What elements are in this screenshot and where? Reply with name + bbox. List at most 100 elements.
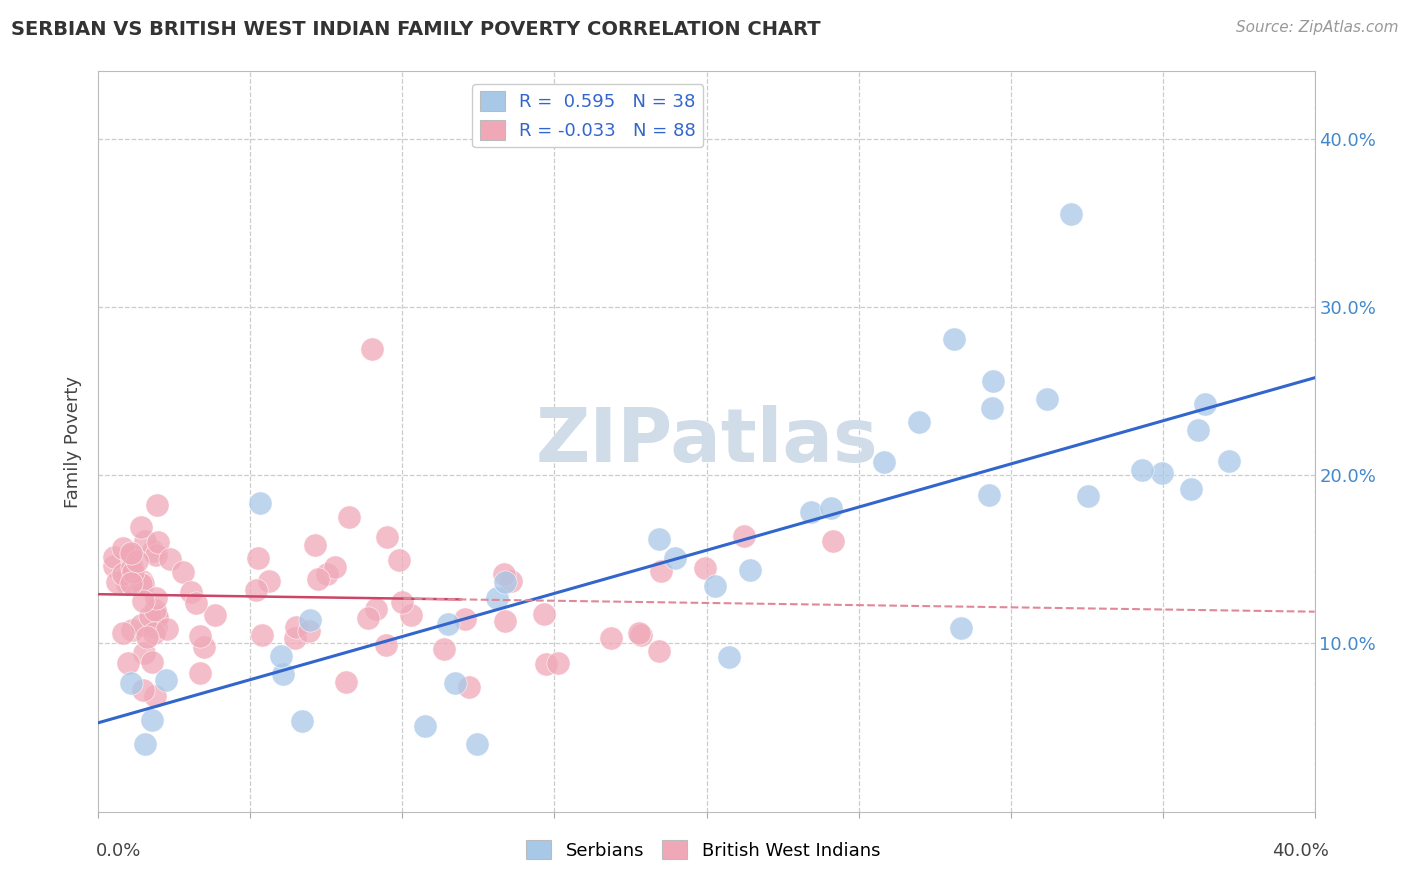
Point <box>316 566 339 581</box>
Point <box>132 683 155 698</box>
Point <box>950 621 973 635</box>
Point <box>120 676 142 690</box>
Point <box>283 631 305 645</box>
Point <box>1130 462 1153 476</box>
Point <box>399 607 422 622</box>
Point <box>1060 207 1083 221</box>
Point <box>547 657 569 671</box>
Point <box>121 566 143 580</box>
Point <box>145 611 167 625</box>
Legend: R =  0.595   N = 38, R = -0.033   N = 88: R = 0.595 N = 38, R = -0.033 N = 88 <box>472 84 703 147</box>
Point <box>364 601 387 615</box>
Point <box>1036 392 1059 407</box>
Point <box>105 575 128 590</box>
Point <box>204 607 226 622</box>
Point <box>298 624 321 638</box>
Point <box>257 574 280 588</box>
Text: Source: ZipAtlas.com: Source: ZipAtlas.com <box>1236 20 1399 35</box>
Point <box>245 583 267 598</box>
Text: SERBIAN VS BRITISH WEST INDIAN FAMILY POVERTY CORRELATION CHART: SERBIAN VS BRITISH WEST INDIAN FAMILY PO… <box>11 20 821 38</box>
Text: 0.0%: 0.0% <box>96 842 141 860</box>
Point <box>131 574 153 588</box>
Point <box>499 574 522 588</box>
Point <box>650 564 672 578</box>
Point <box>132 577 155 591</box>
Point <box>648 532 671 546</box>
Point <box>977 488 1000 502</box>
Point <box>981 401 1004 415</box>
Point <box>135 630 157 644</box>
Point <box>285 620 308 634</box>
Point <box>1194 397 1216 411</box>
Point <box>942 332 965 346</box>
Point <box>155 673 177 687</box>
Point <box>129 618 152 632</box>
Point <box>271 666 294 681</box>
Point <box>627 626 650 640</box>
Point <box>494 574 516 589</box>
Point <box>433 641 456 656</box>
Point <box>443 675 465 690</box>
Point <box>375 638 398 652</box>
Point <box>103 549 125 564</box>
Point <box>134 738 156 752</box>
Point <box>388 552 411 566</box>
Point <box>134 533 156 548</box>
Point <box>981 374 1004 388</box>
Point <box>180 585 202 599</box>
Point <box>246 551 269 566</box>
Point <box>467 738 489 752</box>
Point <box>270 649 292 664</box>
Point <box>120 576 142 591</box>
Point <box>533 607 555 621</box>
Point <box>693 561 716 575</box>
Point <box>117 656 139 670</box>
Point <box>145 548 167 562</box>
Point <box>494 614 516 628</box>
Point <box>141 713 163 727</box>
Point <box>129 519 152 533</box>
Point <box>337 509 360 524</box>
Point <box>1218 453 1240 467</box>
Point <box>1187 423 1209 437</box>
Point <box>117 571 139 585</box>
Point <box>486 591 509 605</box>
Point <box>145 620 167 634</box>
Point <box>111 541 134 555</box>
Point <box>492 567 515 582</box>
Point <box>193 640 215 655</box>
Point <box>1077 489 1099 503</box>
Point <box>121 560 143 574</box>
Point <box>111 625 134 640</box>
Point <box>121 623 143 637</box>
Point <box>361 342 384 356</box>
Point <box>357 611 380 625</box>
Y-axis label: Family Poverty: Family Poverty <box>65 376 83 508</box>
Point <box>307 572 329 586</box>
Point <box>437 616 460 631</box>
Point <box>648 643 671 657</box>
Point <box>172 566 194 580</box>
Point <box>738 563 761 577</box>
Point <box>291 714 314 728</box>
Point <box>134 646 156 660</box>
Point <box>1180 482 1202 496</box>
Point <box>298 613 321 627</box>
Point <box>115 577 138 591</box>
Point <box>125 553 148 567</box>
Point <box>120 546 142 560</box>
Point <box>120 550 142 565</box>
Point <box>718 650 741 665</box>
Text: 40.0%: 40.0% <box>1272 842 1329 860</box>
Point <box>873 455 896 469</box>
Point <box>188 629 211 643</box>
Point <box>704 579 727 593</box>
Point <box>184 596 207 610</box>
Point <box>335 675 357 690</box>
Point <box>142 543 165 558</box>
Point <box>820 500 842 515</box>
Point <box>375 531 398 545</box>
Point <box>800 505 823 519</box>
Point <box>664 550 686 565</box>
Point <box>534 657 557 671</box>
